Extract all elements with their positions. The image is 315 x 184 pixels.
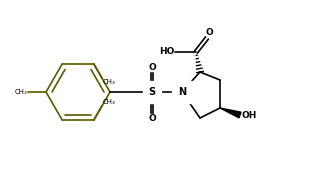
Text: N: N xyxy=(178,87,186,97)
Text: CH₃: CH₃ xyxy=(103,99,116,105)
Text: CH₃: CH₃ xyxy=(14,89,27,95)
Text: O: O xyxy=(205,28,213,37)
Text: O: O xyxy=(148,63,156,72)
Text: HO: HO xyxy=(159,47,174,56)
Polygon shape xyxy=(220,108,241,118)
Text: S: S xyxy=(148,87,156,97)
Text: OH: OH xyxy=(242,111,257,119)
Text: O: O xyxy=(148,114,156,123)
Text: CH₃: CH₃ xyxy=(103,79,116,85)
